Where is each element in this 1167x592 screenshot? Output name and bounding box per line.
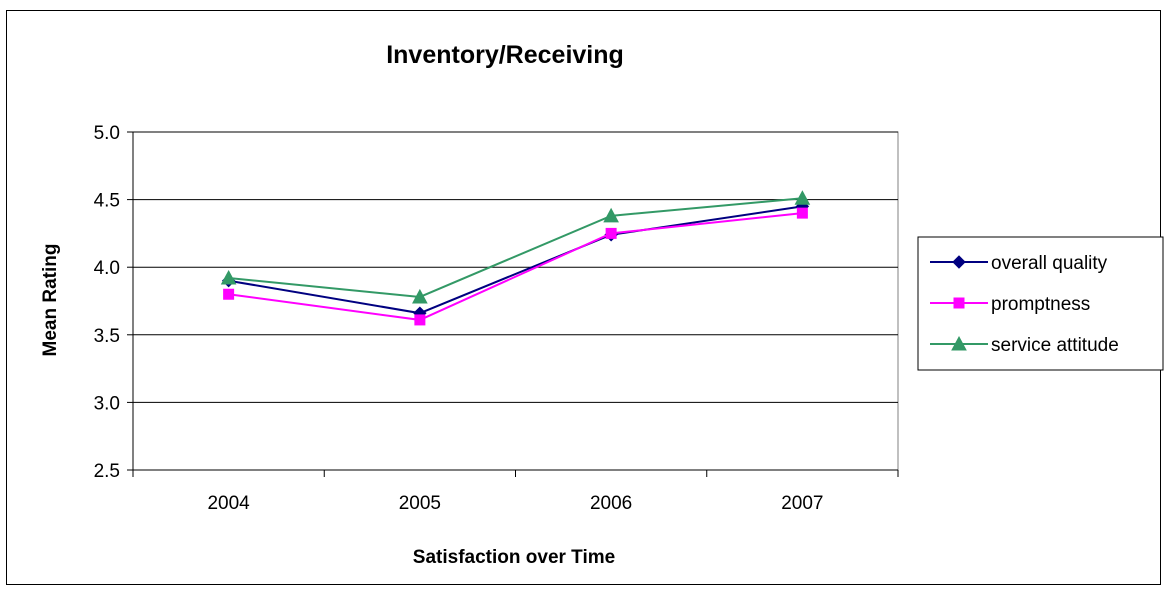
x-tick-label: 2005 [399,493,441,514]
y-tick-label: 3.5 [94,326,120,347]
y-tick-label: 4.5 [94,191,120,212]
data-point-triangle [220,269,237,285]
y-tick-label: 5.0 [94,123,120,144]
series-line [228,197,803,298]
legend-label: promptness [991,294,1090,315]
gridlines [133,131,898,403]
y-tick-label: 4.0 [94,258,120,279]
legend-marker-diamond [952,255,966,269]
data-point-triangle [794,190,811,205]
y-axis-ticks: 2.5 3.0 3.5 4.0 4.5 5.0 [94,123,133,482]
series-promptness [223,207,808,326]
legend-marker-triangle [951,335,967,351]
x-axis-title: Satisfaction over Time [413,547,615,568]
plot-area-border [132,131,899,471]
x-axis-ticks: 2004 2005 2006 2007 [132,470,899,514]
y-tick-label: 2.5 [94,461,120,482]
legend-item: overall quality [930,253,1108,274]
legend: overall quality promptness service attitud… [917,236,1164,371]
legend-label: service attitude [991,335,1119,356]
data-point-square [414,314,426,326]
data-point-square [605,227,617,239]
legend-marker-square [953,297,965,309]
data-point-square [796,207,808,219]
plot-area: 2.5 3.0 3.5 4.0 4.5 5.0 2004 2005 2006 2007 [94,123,899,514]
series-service-attitude [220,190,811,304]
series-layer [220,190,811,326]
x-tick-label: 2006 [590,493,632,514]
legend-label: overall quality [991,253,1108,274]
data-point-triangle [603,207,619,223]
y-axis-title: Mean Rating [40,244,61,357]
data-point-square [223,288,235,300]
x-tick-label: 2004 [207,493,250,514]
chart-title: Inventory/Receiving [386,41,624,69]
legend-item: promptness [930,294,1090,315]
data-point-triangle [412,288,428,304]
legend-item: service attitude [930,335,1119,356]
y-tick-label: 3.0 [94,393,120,414]
series-line [228,205,803,315]
x-tick-label: 2007 [781,493,823,514]
series-line [228,212,803,321]
